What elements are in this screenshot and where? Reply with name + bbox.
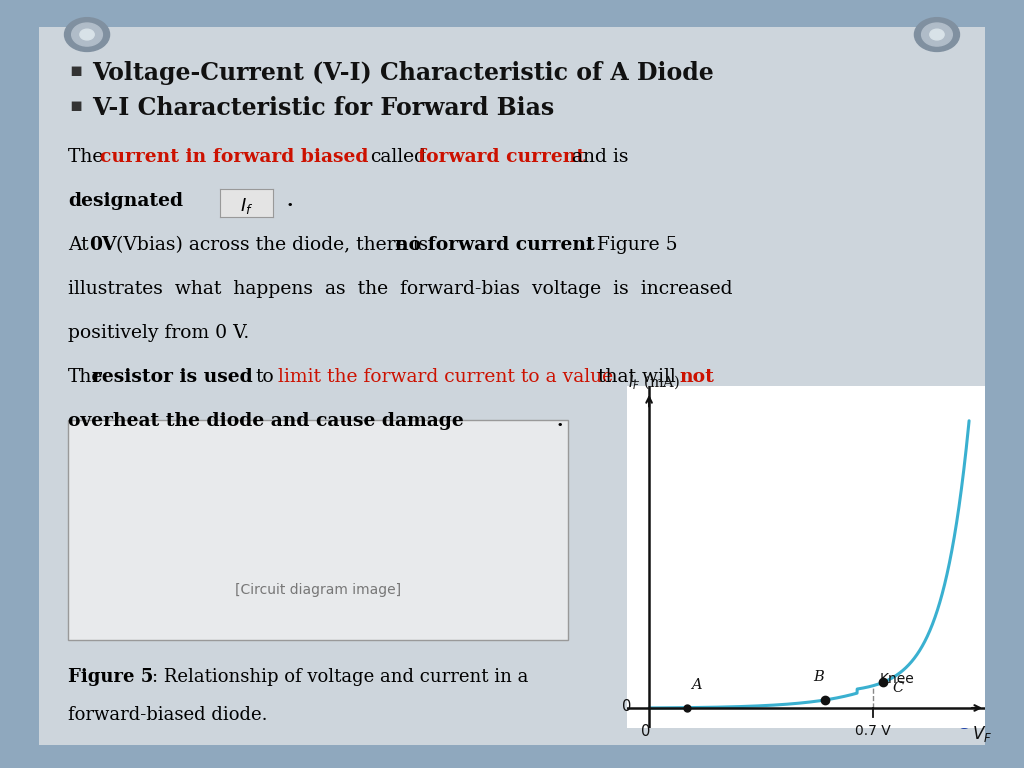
Text: ▪: ▪ xyxy=(70,96,83,115)
Text: Voltage-Current (V-I) Characteristic of A Diode: Voltage-Current (V-I) Characteristic of … xyxy=(92,61,714,85)
Text: $V_F$: $V_F$ xyxy=(972,723,992,743)
Text: .: . xyxy=(286,192,293,210)
Text: no forward current: no forward current xyxy=(395,236,595,254)
Text: [Circuit diagram image]: [Circuit diagram image] xyxy=(234,583,401,597)
Text: called: called xyxy=(370,148,426,166)
Bar xyxy=(68,420,568,640)
Text: designated: designated xyxy=(68,192,183,210)
Text: 0: 0 xyxy=(623,699,632,714)
Text: 8: 8 xyxy=(957,710,973,734)
Text: 0: 0 xyxy=(641,723,650,739)
Text: Figure 5: Figure 5 xyxy=(68,668,154,686)
Text: illustrates  what  happens  as  the  forward-bias  voltage  is  increased: illustrates what happens as the forward-… xyxy=(68,280,732,298)
Text: forward current: forward current xyxy=(418,148,585,166)
Text: to: to xyxy=(255,368,273,386)
Text: not: not xyxy=(679,368,714,386)
Text: current in forward biased: current in forward biased xyxy=(100,148,369,166)
Text: At: At xyxy=(68,236,89,254)
Text: .: . xyxy=(556,412,562,430)
Text: 0.7 V: 0.7 V xyxy=(855,723,891,738)
Text: overheat the diode and cause damage: overheat the diode and cause damage xyxy=(68,412,464,430)
Text: ▪: ▪ xyxy=(70,61,83,81)
Text: : Relationship of voltage and current in a: : Relationship of voltage and current in… xyxy=(152,668,528,686)
Text: forward-biased diode.: forward-biased diode. xyxy=(68,706,267,724)
Text: and is: and is xyxy=(572,148,629,166)
Text: that will: that will xyxy=(598,368,676,386)
Text: 0V: 0V xyxy=(89,236,117,254)
Text: limit the forward current to a value: limit the forward current to a value xyxy=(278,368,613,386)
Text: A: A xyxy=(690,678,701,692)
Text: B: B xyxy=(813,670,824,684)
Text: The: The xyxy=(68,148,110,166)
Text: Knee: Knee xyxy=(880,672,914,687)
Text: The: The xyxy=(68,368,103,386)
Text: $I_f$: $I_f$ xyxy=(240,196,254,216)
Text: resistor is used: resistor is used xyxy=(92,368,253,386)
Text: positively from 0 V.: positively from 0 V. xyxy=(68,324,249,342)
Text: . Figure 5: . Figure 5 xyxy=(585,236,678,254)
Text: V-I Characteristic for Forward Bias: V-I Characteristic for Forward Bias xyxy=(92,96,554,120)
Text: $I_F$ (mA): $I_F$ (mA) xyxy=(629,374,680,392)
Text: (Vbias) across the diode, there is: (Vbias) across the diode, there is xyxy=(116,236,428,254)
Text: C: C xyxy=(892,681,903,695)
